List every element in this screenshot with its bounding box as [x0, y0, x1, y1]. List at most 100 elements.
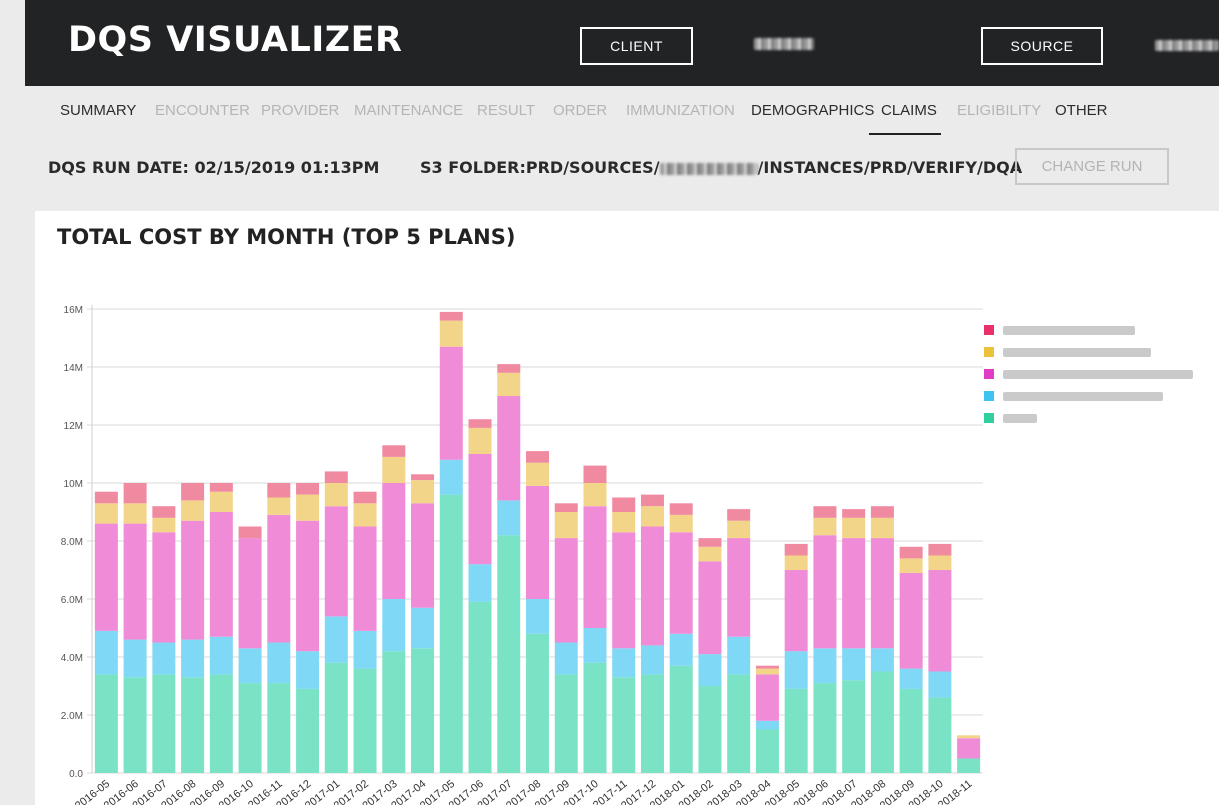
bar-segment [928, 570, 952, 672]
bar-segment [612, 532, 636, 649]
bar-segment [698, 654, 722, 686]
bar-segment [382, 456, 406, 483]
source-button[interactable]: SOURCE [981, 27, 1103, 65]
s3-folder-redacted [659, 162, 758, 175]
bar-segment [813, 506, 837, 518]
bar-segment [842, 538, 866, 649]
bar-segment [899, 572, 923, 669]
tab-other[interactable]: OTHER [1055, 102, 1108, 119]
bar-segment [181, 520, 205, 640]
bar-segment [209, 483, 233, 492]
bar-segment [727, 538, 751, 637]
bar-segment [411, 480, 435, 504]
bar-segment [267, 483, 291, 498]
bar-segment [899, 546, 923, 559]
bar-segment [468, 564, 492, 602]
bar-segment [94, 674, 118, 773]
bar-segment [813, 517, 837, 536]
bar-segment [928, 543, 952, 556]
bar-segment [382, 483, 406, 599]
bar-segment [554, 512, 578, 539]
bar-segment [755, 674, 779, 721]
y-tick-label: 6.0M [61, 595, 83, 606]
bar-segment [669, 514, 693, 533]
bar-segment [698, 538, 722, 547]
legend-swatch [984, 347, 994, 357]
tab-encounter: ENCOUNTER [155, 102, 251, 119]
bar-segment [353, 630, 377, 669]
bar-segment [612, 512, 636, 533]
bar-segment [123, 523, 147, 640]
bar-segment [640, 506, 664, 527]
bar-segment [497, 500, 521, 536]
bar-segment [842, 517, 866, 539]
bar-segment [267, 642, 291, 684]
bar-segment [957, 735, 981, 739]
bar-segment [267, 497, 291, 515]
bar-segment [152, 506, 176, 518]
bar-segment [468, 601, 492, 773]
bar-segment [784, 651, 808, 689]
bar-segment [468, 419, 492, 428]
bar-segment [353, 503, 377, 527]
tab-immunization: IMMUNIZATION [626, 102, 735, 119]
y-tick-label: 2.0M [61, 711, 83, 722]
bar-segment [554, 674, 578, 773]
legend-label-redacted [1003, 392, 1163, 401]
bar-segment [439, 320, 463, 347]
y-tick-label: 8.0M [61, 537, 83, 548]
tab-result: RESULT [477, 102, 536, 119]
bar-segment [727, 509, 751, 521]
s3-folder-prefix: S3 FOLDER:PRD/SOURCES/ [420, 158, 660, 177]
bar-segment [755, 668, 779, 675]
legend-swatch [984, 369, 994, 379]
bar-segment [411, 648, 435, 773]
tab-summary[interactable]: SUMMARY [60, 102, 137, 119]
bar-segment [526, 485, 549, 599]
bar-segment [784, 555, 808, 570]
bar-segment [698, 686, 722, 773]
bar-segment [727, 520, 751, 539]
bar-segment [698, 561, 722, 655]
change-run-button[interactable]: CHANGE RUN [1015, 148, 1169, 185]
bar-segment [382, 445, 406, 457]
bar-segment [497, 364, 521, 373]
bar-segment [296, 688, 320, 773]
bar-segment [296, 483, 320, 495]
bar-segment [698, 546, 722, 562]
bar-segment [554, 538, 578, 643]
bar-segment [152, 674, 176, 773]
bar-segment [583, 465, 607, 483]
bar-segment [842, 509, 866, 518]
bar-segment [152, 642, 176, 675]
client-button[interactable]: CLIENT [580, 27, 693, 65]
legend-label-redacted [1003, 414, 1037, 423]
bar-segment [870, 648, 894, 672]
bar-segment [526, 462, 549, 486]
bar-segment [669, 665, 693, 773]
bar-segment [583, 506, 607, 628]
bar-segment [267, 683, 291, 773]
bar-segment [755, 665, 779, 669]
bar-segment [870, 517, 894, 539]
bar-segment [181, 500, 205, 521]
bar-segment [353, 668, 377, 773]
bar-segment [612, 497, 636, 512]
s3-folder-suffix: /INSTANCES/PRD/VERIFY/DQA [757, 158, 1023, 177]
bar-segment [152, 532, 176, 643]
legend-swatch [984, 325, 994, 335]
bar-segment [669, 633, 693, 666]
tab-demographics[interactable]: DEMOGRAPHICS [751, 102, 875, 119]
bar-segment [296, 520, 320, 652]
bar-segment [813, 648, 837, 684]
bar-segment [727, 674, 751, 773]
bar-segment [497, 535, 521, 773]
bar-segment [497, 396, 521, 501]
bar-segment [238, 648, 262, 684]
bar-segment [526, 599, 549, 634]
legend-swatch [984, 413, 994, 423]
bar-segment [870, 506, 894, 518]
bar-segment [928, 671, 952, 698]
bar-segment [411, 503, 435, 608]
tab-claims[interactable]: CLAIMS [881, 102, 937, 119]
